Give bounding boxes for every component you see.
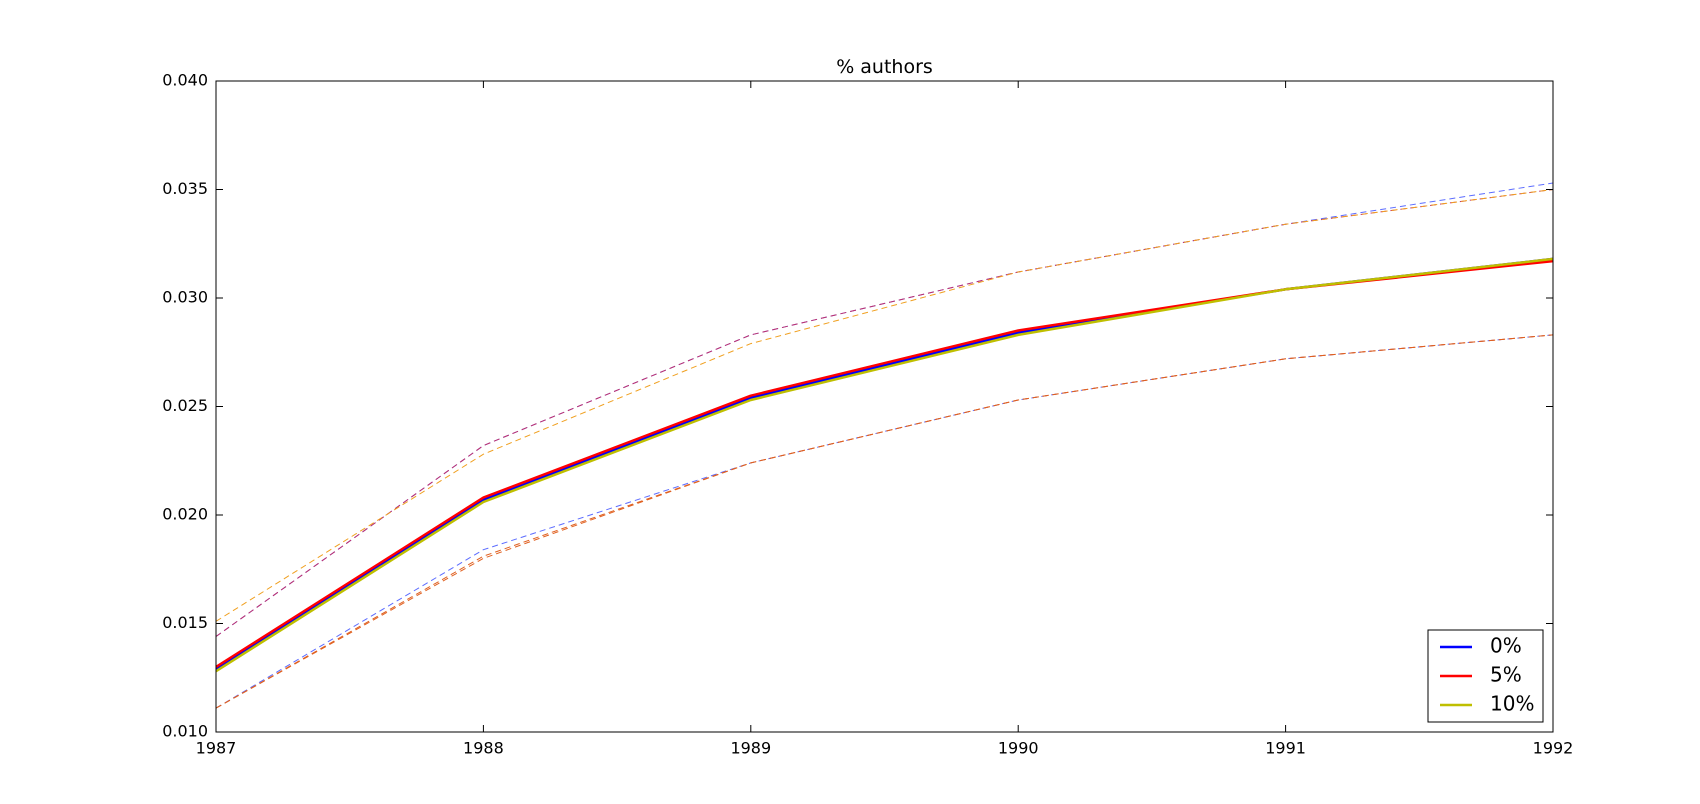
y-tick-label-0: 0.010 xyxy=(162,722,208,741)
y-tick-label-1: 0.015 xyxy=(162,613,208,632)
band-lower-0 xyxy=(215,334,1554,709)
series-lines xyxy=(215,257,1554,673)
plot-frame xyxy=(215,80,1554,733)
series-line-2 xyxy=(215,257,1554,673)
y-tick-labels: 0.010 0.015 0.020 0.025 0.030 0.035 0.040 xyxy=(162,71,208,741)
y-tick-label-2: 0.020 xyxy=(162,505,208,524)
x-tick-label-4: 1991 xyxy=(1265,739,1306,758)
legend-label-0: 0% xyxy=(1490,634,1522,658)
x-tick-labels: 1987 1988 1989 1990 1991 1992 xyxy=(196,739,1574,758)
y-tick-label-4: 0.030 xyxy=(162,288,208,307)
x-tick-label-3: 1990 xyxy=(998,739,1039,758)
series-line-0 xyxy=(215,257,1554,671)
band-lower-2 xyxy=(215,334,1554,709)
legend-label-1: 5% xyxy=(1490,663,1522,687)
confidence-bands xyxy=(215,182,1554,709)
y-tick-label-6: 0.040 xyxy=(162,71,208,90)
y-tick-label-5: 0.035 xyxy=(162,179,208,198)
band-upper-2 xyxy=(215,189,1554,622)
axis-ticks xyxy=(215,80,1554,733)
y-tick-label-3: 0.025 xyxy=(162,396,208,415)
x-tick-label-5: 1992 xyxy=(1533,739,1574,758)
band-lower-1 xyxy=(215,334,1554,709)
x-tick-label-2: 1989 xyxy=(730,739,771,758)
x-tick-label-0: 1987 xyxy=(196,739,237,758)
chart-title: % authors xyxy=(836,56,933,78)
band-upper-1 xyxy=(215,189,1554,637)
band-upper-0 xyxy=(215,182,1554,637)
legend: 0% 5% 10% xyxy=(1427,629,1544,723)
x-tick-label-1: 1988 xyxy=(463,739,504,758)
series-line-1 xyxy=(215,259,1554,668)
legend-label-2: 10% xyxy=(1490,692,1534,716)
